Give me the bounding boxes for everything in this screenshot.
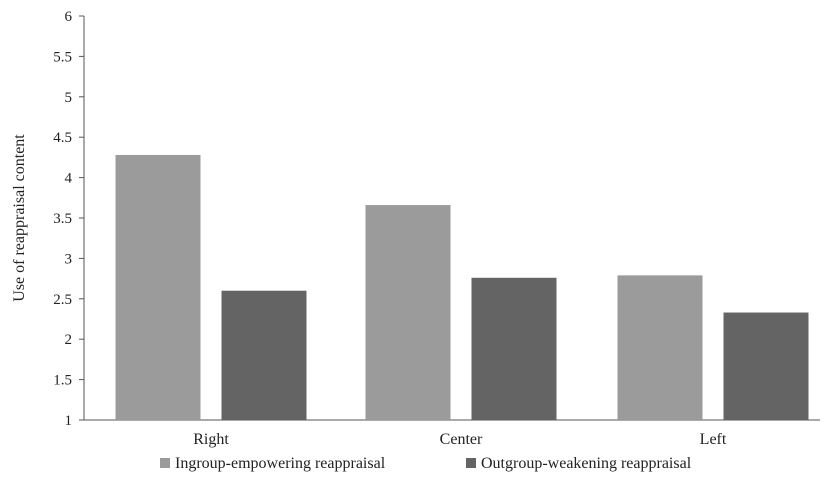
bar-outgroup-left xyxy=(723,312,809,420)
y-axis-title: Use of reappraisal content xyxy=(11,134,28,302)
y-tick-label: 4 xyxy=(65,171,73,187)
bar-outgroup-center xyxy=(471,277,557,420)
y-tick-label: 4.5 xyxy=(53,130,72,146)
y-tick-label: 3.5 xyxy=(53,211,72,227)
y-tick-label: 5 xyxy=(65,90,73,106)
x-category-label: Center xyxy=(440,431,483,448)
y-tick-label: 1.5 xyxy=(53,373,72,389)
y-tick-label: 1 xyxy=(65,413,73,429)
bar-ingroup-left xyxy=(617,275,703,420)
y-axis: 1 1.5 2 2.5 3 3.5 4 4.5 5 5.5 6 xyxy=(53,9,85,429)
x-category-label: Right xyxy=(193,431,229,448)
bars xyxy=(115,154,809,420)
y-tick-label: 3 xyxy=(65,251,73,267)
legend: Ingroup-empowering reappraisal Outgroup-… xyxy=(160,455,692,472)
legend-label-ingroup: Ingroup-empowering reappraisal xyxy=(175,455,386,472)
y-tick-label: 5.5 xyxy=(53,49,72,65)
bar-ingroup-right xyxy=(115,154,201,420)
y-tick-label: 6 xyxy=(65,9,73,25)
x-axis-labels: Right Center Left xyxy=(193,431,727,448)
legend-swatch-outgroup xyxy=(466,458,476,468)
legend-swatch-ingroup xyxy=(160,458,170,468)
bar-ingroup-center xyxy=(365,205,451,420)
x-category-label: Left xyxy=(700,431,727,448)
legend-label-outgroup: Outgroup-weakening reappraisal xyxy=(481,455,692,472)
bar-outgroup-right xyxy=(221,290,307,420)
y-tick-label: 2 xyxy=(65,332,73,348)
y-tick-label: 2.5 xyxy=(53,292,72,308)
